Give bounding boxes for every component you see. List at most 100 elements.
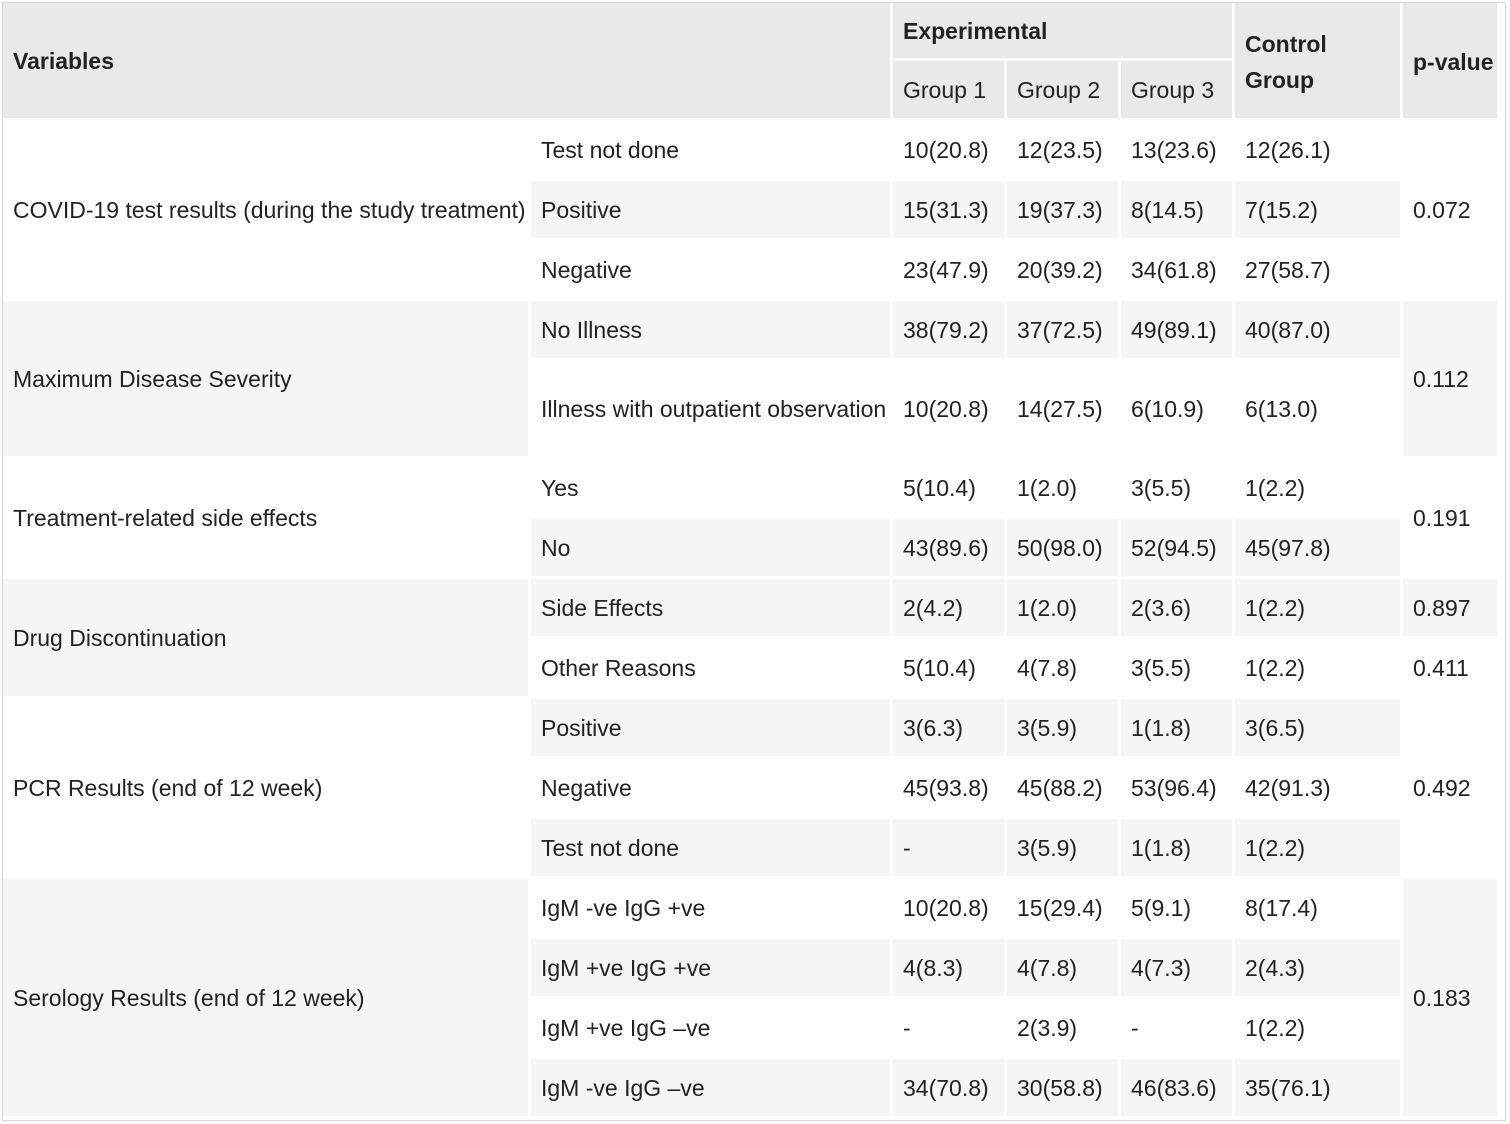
group-2-cell: 14(27.5)	[1007, 361, 1121, 459]
group-2-cell: 19(37.3)	[1007, 181, 1121, 241]
group-3-cell: 13(23.6)	[1121, 121, 1235, 181]
group-2-cell: 4(7.8)	[1007, 939, 1121, 999]
control-cell: 12(26.1)	[1235, 121, 1403, 181]
header-group-2: Group 2	[1007, 61, 1121, 121]
table-row: Illness with outpatient observation 10(2…	[3, 361, 1500, 459]
group-3-cell: 34(61.8)	[1121, 241, 1235, 301]
header-row: Variables Experimental Control Group p-v…	[3, 3, 1500, 121]
p-value-cell: 0.183	[1403, 879, 1500, 1119]
table-row: Maximum Disease Severity No Illness 38(7…	[3, 301, 1500, 459]
p-value-cell: 0.411	[1403, 639, 1500, 699]
table-row: IgM +ve IgG –ve - 2(3.9) - 1(2.2)	[3, 999, 1500, 1059]
control-cell: 2(4.3)	[1235, 939, 1403, 999]
group-1-cell: 2(4.2)	[893, 579, 1007, 639]
group-2-cell: 2(3.9)	[1007, 999, 1121, 1059]
table-row: Positive 15(31.3) 19(37.3) 8(14.5) 7(15.…	[3, 181, 1500, 241]
variable-cell: Serology Results (end of 12 week)	[3, 879, 531, 1119]
group-3-cell: 1(1.8)	[1121, 819, 1235, 879]
control-cell: 27(58.7)	[1235, 241, 1403, 301]
category-cell: IgM -ve IgG –ve	[531, 1059, 893, 1119]
p-value-cell: 0.072	[1403, 121, 1500, 301]
group-1-cell: 23(47.9)	[893, 241, 1007, 301]
p-value-cell: 0.191	[1403, 459, 1500, 579]
group-2-cell: 30(58.8)	[1007, 1059, 1121, 1119]
variable-cell: Drug Discontinuation	[3, 579, 531, 699]
category-cell: IgM +ve IgG +ve	[531, 939, 893, 999]
control-cell: 1(2.2)	[1235, 999, 1403, 1059]
group-2-cell: 3(5.9)	[1007, 819, 1121, 879]
table-row: Negative 45(93.8) 45(88.2) 53(96.4) 42(9…	[3, 759, 1500, 819]
category-cell: No	[531, 519, 893, 579]
group-1-cell: 3(6.3)	[893, 699, 1007, 759]
group-3-cell: 49(89.1)	[1121, 301, 1235, 361]
table-row: Other Reasons 5(10.4) 4(7.8) 3(5.5) 1(2.…	[3, 639, 1500, 699]
group-1-cell: -	[893, 819, 1007, 879]
table-row: Treatment-related side effects Yes 5(10.…	[3, 459, 1500, 579]
category-cell: Test not done	[531, 819, 893, 879]
category-cell: Positive	[531, 181, 893, 241]
group-1-cell: 10(20.8)	[893, 121, 1007, 181]
group-3-cell: 1(1.8)	[1121, 699, 1235, 759]
group-3-cell: 4(7.3)	[1121, 939, 1235, 999]
group-3-cell: -	[1121, 999, 1235, 1059]
control-cell: 1(2.2)	[1235, 459, 1403, 519]
group-1-cell: 4(8.3)	[893, 939, 1007, 999]
header-group-1: Group 1	[893, 61, 1007, 121]
group-3-cell: 3(5.5)	[1121, 639, 1235, 699]
group-1-cell: 5(10.4)	[893, 459, 1007, 519]
category-cell: No Illness	[531, 301, 893, 361]
control-cell: 8(17.4)	[1235, 879, 1403, 939]
table-row: Test not done - 3(5.9) 1(1.8) 1(2.2)	[3, 819, 1500, 879]
variable-cell: Treatment-related side effects	[3, 459, 531, 579]
control-cell: 3(6.5)	[1235, 699, 1403, 759]
category-cell: IgM +ve IgG –ve	[531, 999, 893, 1059]
group-3-cell: 3(5.5)	[1121, 459, 1235, 519]
table-row: Serology Results (end of 12 week) IgM -v…	[3, 879, 1500, 1119]
category-cell: Other Reasons	[531, 639, 893, 699]
results-table: Variables Experimental Control Group p-v…	[3, 3, 1500, 1119]
group-3-cell: 46(83.6)	[1121, 1059, 1235, 1119]
control-cell: 1(2.2)	[1235, 819, 1403, 879]
category-cell: Illness with outpatient observation	[531, 361, 893, 459]
control-cell: 42(91.3)	[1235, 759, 1403, 819]
header-control-group: Control Group	[1235, 3, 1403, 121]
control-cell: 40(87.0)	[1235, 301, 1403, 361]
group-2-cell: 37(72.5)	[1007, 301, 1121, 361]
group-3-cell: 5(9.1)	[1121, 879, 1235, 939]
group-1-cell: 34(70.8)	[893, 1059, 1007, 1119]
table-row: Negative 23(47.9) 20(39.2) 34(61.8) 27(5…	[3, 241, 1500, 301]
category-cell: Side Effects	[531, 579, 893, 639]
variable-cell: Maximum Disease Severity	[3, 301, 531, 459]
group-1-cell: 5(10.4)	[893, 639, 1007, 699]
group-1-cell: -	[893, 999, 1007, 1059]
table-row: IgM -ve IgG –ve 34(70.8) 30(58.8) 46(83.…	[3, 1059, 1500, 1119]
group-2-cell: 1(2.0)	[1007, 579, 1121, 639]
group-1-cell: 15(31.3)	[893, 181, 1007, 241]
table-row: Drug Discontinuation Side Effects 2(4.2)…	[3, 579, 1500, 699]
group-3-cell: 6(10.9)	[1121, 361, 1235, 459]
group-1-cell: 43(89.6)	[893, 519, 1007, 579]
category-cell: IgM -ve IgG +ve	[531, 879, 893, 939]
group-1-cell: 38(79.2)	[893, 301, 1007, 361]
p-value-cell: 0.492	[1403, 699, 1500, 879]
table-row: COVID-19 test results (during the study …	[3, 121, 1500, 301]
group-2-cell: 50(98.0)	[1007, 519, 1121, 579]
header-subrow: Group 1 Group 2 Group 3	[3, 61, 1500, 121]
header-p-value: p-value	[1403, 3, 1500, 121]
p-value-cell: 0.897	[1403, 579, 1500, 639]
group-3-cell: 2(3.6)	[1121, 579, 1235, 639]
control-cell: 35(76.1)	[1235, 1059, 1403, 1119]
group-3-cell: 8(14.5)	[1121, 181, 1235, 241]
header-variables: Variables	[3, 3, 893, 121]
control-cell: 7(15.2)	[1235, 181, 1403, 241]
group-2-cell: 45(88.2)	[1007, 759, 1121, 819]
table-row: IgM +ve IgG +ve 4(8.3) 4(7.8) 4(7.3) 2(4…	[3, 939, 1500, 999]
category-cell: Positive	[531, 699, 893, 759]
group-1-cell: 10(20.8)	[893, 879, 1007, 939]
group-2-cell: 15(29.4)	[1007, 879, 1121, 939]
group-2-cell: 1(2.0)	[1007, 459, 1121, 519]
header-group-3: Group 3	[1121, 61, 1235, 121]
control-cell: 6(13.0)	[1235, 361, 1403, 459]
group-2-cell: 12(23.5)	[1007, 121, 1121, 181]
category-cell: Test not done	[531, 121, 893, 181]
